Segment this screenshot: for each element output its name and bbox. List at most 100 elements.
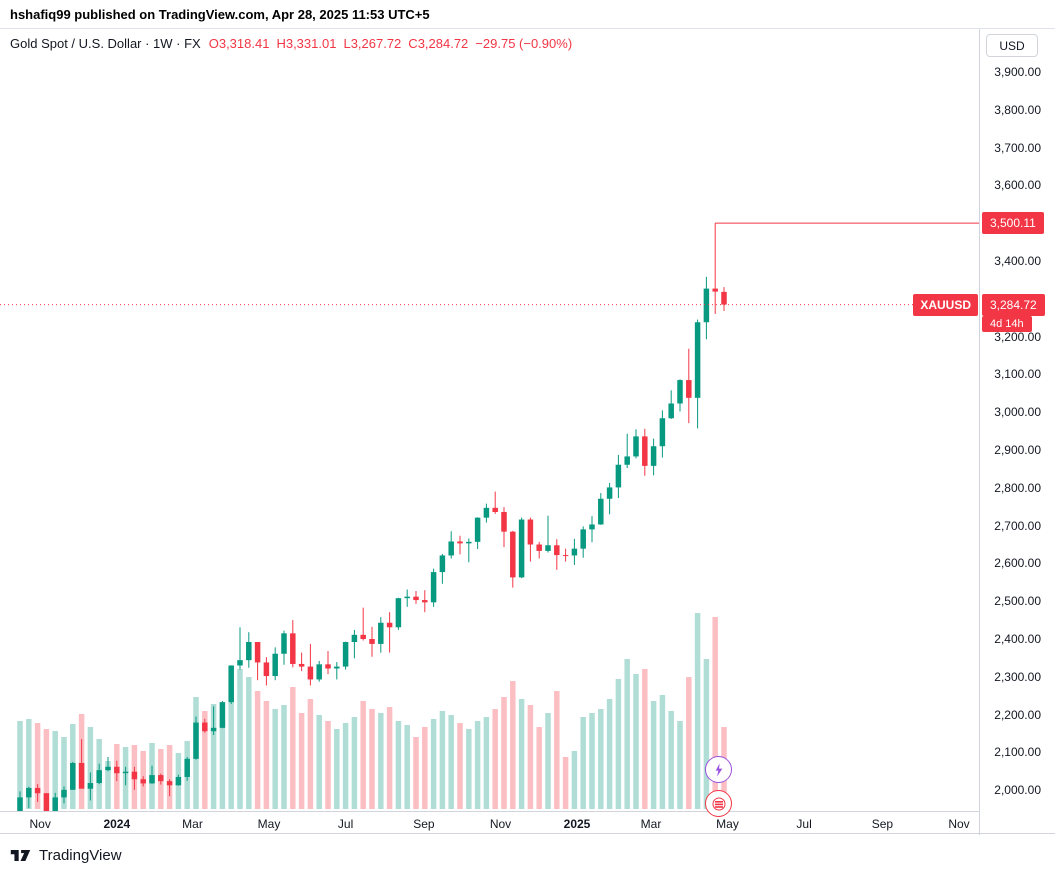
time-tick-label: Sep [413, 817, 435, 831]
price-tick-label: 3,600.00 [994, 178, 1041, 193]
volume-bar [52, 731, 58, 809]
candle-body [721, 291, 727, 305]
candle-body [140, 779, 146, 784]
volume-bar [61, 737, 67, 809]
volume-bar [633, 674, 639, 809]
candle-body [193, 722, 199, 759]
candle-body [386, 622, 393, 628]
candle-body [281, 633, 287, 654]
tradingview-brand[interactable]: TradingView [39, 847, 122, 864]
candle-body [703, 288, 710, 323]
candle-body [430, 572, 437, 603]
candle-body [606, 487, 613, 499]
candle-body [87, 783, 94, 789]
time-axis[interactable]: Nov 2024 Mar May Jul Sep Nov 2025 Mar May Jul Sep No… [0, 811, 979, 834]
volume-bar [492, 709, 498, 809]
time-tick-label: 2024 [103, 817, 131, 831]
ohlc-open: O3,318.41 [208, 36, 270, 51]
symbol-price-flag: XAUUSD [913, 293, 978, 316]
volume-bar [342, 723, 349, 809]
candle-body [659, 418, 666, 447]
volume-bar [26, 719, 32, 809]
price-axis[interactable]: USD 2,000.00 2,100.00 2,200.00 2,300.00 2,40… [979, 29, 1055, 835]
last-price-label: 3,284.72 [982, 293, 1045, 316]
symbol-title[interactable]: Gold Spot / U.S. Dollar · 1W · FX [10, 36, 201, 51]
candle-body [474, 517, 481, 542]
volume-bar [501, 697, 507, 809]
price-tick-label: 2,900.00 [994, 443, 1041, 457]
candle-body [210, 727, 217, 732]
currency-usd-button[interactable]: USD [986, 34, 1038, 57]
ohlc-high: H3,331.01 [276, 36, 337, 51]
volume-bar [694, 613, 701, 809]
candle-body [272, 653, 278, 677]
candle-body [615, 464, 622, 488]
flag-button[interactable] [705, 790, 732, 817]
candle-body [694, 322, 701, 398]
candle-body [413, 596, 419, 601]
candle-body [17, 797, 23, 811]
volume-bar [307, 699, 314, 809]
volume-bar [483, 717, 490, 809]
candle-body [202, 722, 208, 732]
candle-body [158, 775, 164, 782]
candle-body [457, 541, 463, 544]
candle-body [668, 403, 674, 419]
volume-bar [43, 729, 50, 809]
volume-bar [360, 701, 366, 809]
candle-body [642, 436, 648, 466]
candle-body [263, 662, 270, 677]
price-tick-label: 3,200.00 [994, 329, 1041, 344]
volume-bar [17, 721, 23, 809]
candle-body [369, 639, 375, 644]
candle-body [492, 507, 498, 512]
volume-bar [254, 691, 261, 809]
candle-body [26, 787, 32, 798]
chart-legend: Gold Spot / U.S. Dollar · 1W · FX O3,318… [10, 36, 572, 51]
candle-body [501, 511, 507, 532]
candle-body [360, 634, 366, 639]
candle-body [518, 519, 525, 578]
price-tick-label: 2,500.00 [994, 594, 1041, 609]
candle-body [650, 446, 657, 466]
price-tick-label: 3,800.00 [994, 102, 1041, 117]
candle-body [404, 596, 410, 599]
price-change: −29.75 (−0.90%) [475, 36, 573, 51]
price-chart-canvas[interactable]: Gold Spot / U.S. Dollar · 1W · FX O3,318… [0, 29, 979, 817]
volume-bar [166, 745, 173, 809]
candle-body [298, 663, 305, 667]
price-tick-label: 2,400.00 [994, 632, 1041, 646]
candle-body [712, 288, 718, 292]
volume-bar [659, 695, 666, 809]
volume-bar [642, 669, 648, 809]
price-tick-label: 2,700.00 [994, 518, 1041, 533]
high-price-label: 3,500.11 [982, 212, 1044, 235]
volume-bar [466, 729, 472, 809]
candle-body [351, 634, 358, 643]
tradingview-logo[interactable] [9, 847, 32, 864]
candle-body [483, 507, 490, 518]
candle-body [43, 793, 50, 811]
volume-bar [562, 757, 569, 809]
candle-body [228, 665, 234, 703]
boost-button[interactable] [705, 756, 732, 783]
time-tick-label: Sep [871, 817, 894, 831]
chart-panel: Gold Spot / U.S. Dollar · 1W · FX O3,318… [0, 28, 1055, 835]
volume-bar [430, 719, 437, 809]
footer: TradingView [0, 840, 1055, 871]
candle-body [439, 555, 446, 573]
candle-body [448, 541, 454, 556]
volume-bar [615, 679, 622, 809]
volume-bar [712, 617, 718, 809]
bar-countdown-label: 4d 14h [982, 315, 1032, 332]
candle-body [122, 771, 129, 774]
volume-bar [606, 699, 613, 809]
candle-body [61, 789, 67, 798]
volume-bar [457, 723, 463, 809]
price-tick-label: 3,100.00 [994, 367, 1041, 382]
volume-bar [219, 719, 226, 809]
candle-body [677, 380, 683, 404]
time-tick-label: Nov [948, 817, 970, 831]
volume-bar [703, 659, 710, 809]
candle-body [219, 702, 226, 728]
